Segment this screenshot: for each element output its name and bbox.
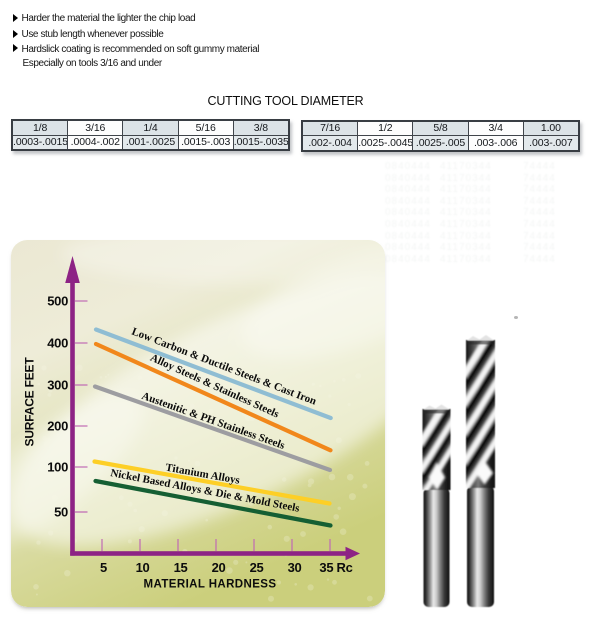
svg-text:500: 500 — [47, 294, 68, 309]
svg-text:25: 25 — [250, 560, 264, 575]
svg-text:5: 5 — [100, 560, 107, 575]
svg-text:MATERIAL HARDNESS: MATERIAL HARDNESS — [144, 579, 277, 591]
svg-text:400: 400 — [47, 336, 68, 351]
svg-text:100: 100 — [47, 460, 68, 475]
svg-text:300: 300 — [47, 378, 68, 393]
svg-text:30: 30 — [288, 560, 302, 575]
svg-text:200: 200 — [47, 419, 68, 434]
svg-text:15: 15 — [174, 560, 188, 575]
svg-text:35 Rc: 35 Rc — [319, 560, 352, 575]
svg-text:20: 20 — [212, 560, 226, 575]
svg-text:10: 10 — [136, 560, 150, 575]
svg-text:50: 50 — [54, 505, 68, 520]
svg-text:SURFACE FEET: SURFACE FEET — [23, 357, 37, 447]
